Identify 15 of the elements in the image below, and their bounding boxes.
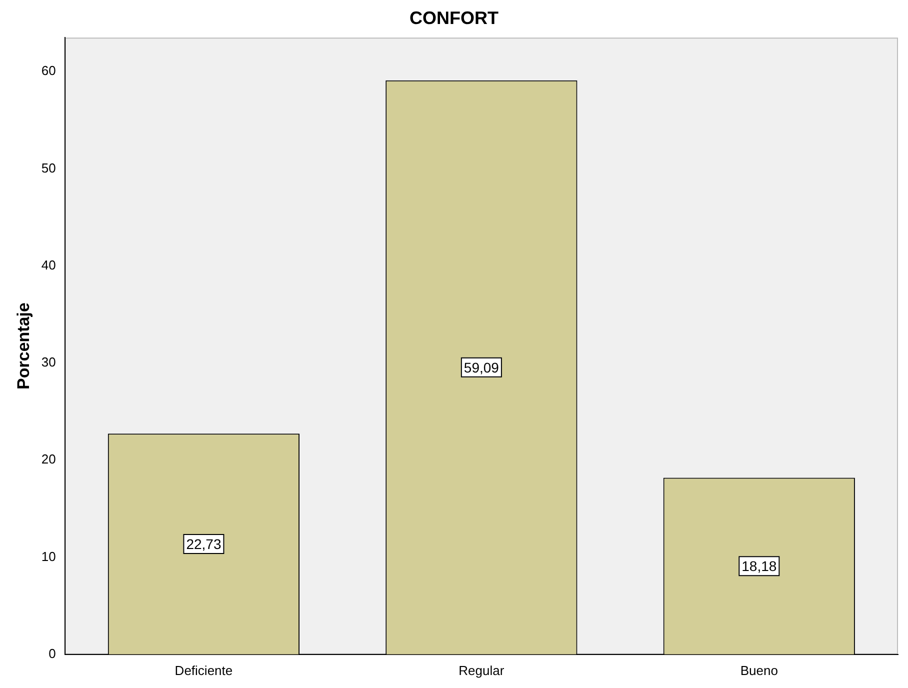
data-label: 18,18 (742, 558, 777, 574)
x-tick-label: Regular (458, 662, 505, 678)
y-tick-label: 20 (41, 452, 56, 467)
x-tick-label: Bueno (740, 662, 778, 678)
y-tick-label: 0 (48, 646, 56, 661)
chart-title: CONFORT (410, 8, 498, 28)
y-axis-title: Porcentaje (14, 302, 33, 390)
y-tick-label: 40 (41, 257, 56, 272)
y-tick-label: 30 (41, 354, 56, 370)
data-label: 22,73 (186, 536, 222, 552)
data-label: 59,09 (464, 359, 500, 376)
y-tick-label: 50 (41, 160, 56, 176)
x-tick-label: Deficiente (174, 662, 233, 678)
y-tick-label: 10 (41, 548, 56, 564)
y-tick-label: 60 (41, 63, 56, 78)
